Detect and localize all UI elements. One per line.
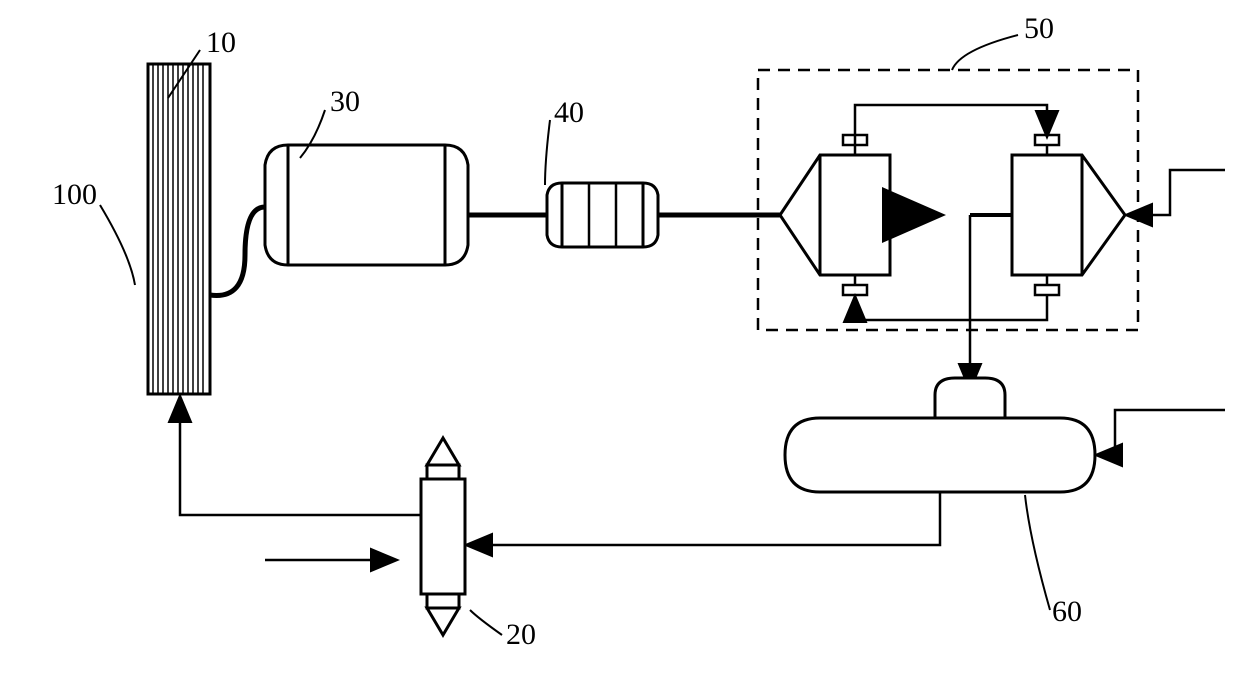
leader-40 — [545, 120, 550, 185]
label-100: 100 — [52, 178, 97, 212]
label-10: 10 — [206, 26, 236, 60]
leader-20 — [470, 610, 502, 635]
unit-left — [780, 135, 930, 295]
unit-right — [970, 135, 1125, 295]
gun-20 — [421, 438, 465, 635]
label-50: 50 — [1024, 12, 1054, 46]
line-gun-to-radiator — [180, 398, 421, 515]
filter-40 — [547, 183, 658, 247]
pipe-radiator-to-tank — [210, 207, 265, 296]
leader-100 — [100, 205, 135, 285]
label-40: 40 — [554, 96, 584, 130]
line-vessel-right-inlet — [1098, 410, 1225, 455]
process-diagram — [0, 0, 1240, 692]
label-60: 60 — [1052, 595, 1082, 629]
line-top-link — [855, 105, 1047, 135]
line-vessel-to-gun — [468, 492, 940, 545]
leader-60 — [1025, 495, 1050, 610]
line-bottom-link — [855, 295, 1047, 320]
label-20: 20 — [506, 618, 536, 652]
label-30: 30 — [330, 85, 360, 119]
tank-30 — [265, 145, 468, 265]
vessel-60 — [785, 378, 1095, 492]
leader-50 — [952, 35, 1018, 70]
line-right-inlet — [1128, 170, 1225, 215]
radiator — [148, 64, 210, 394]
